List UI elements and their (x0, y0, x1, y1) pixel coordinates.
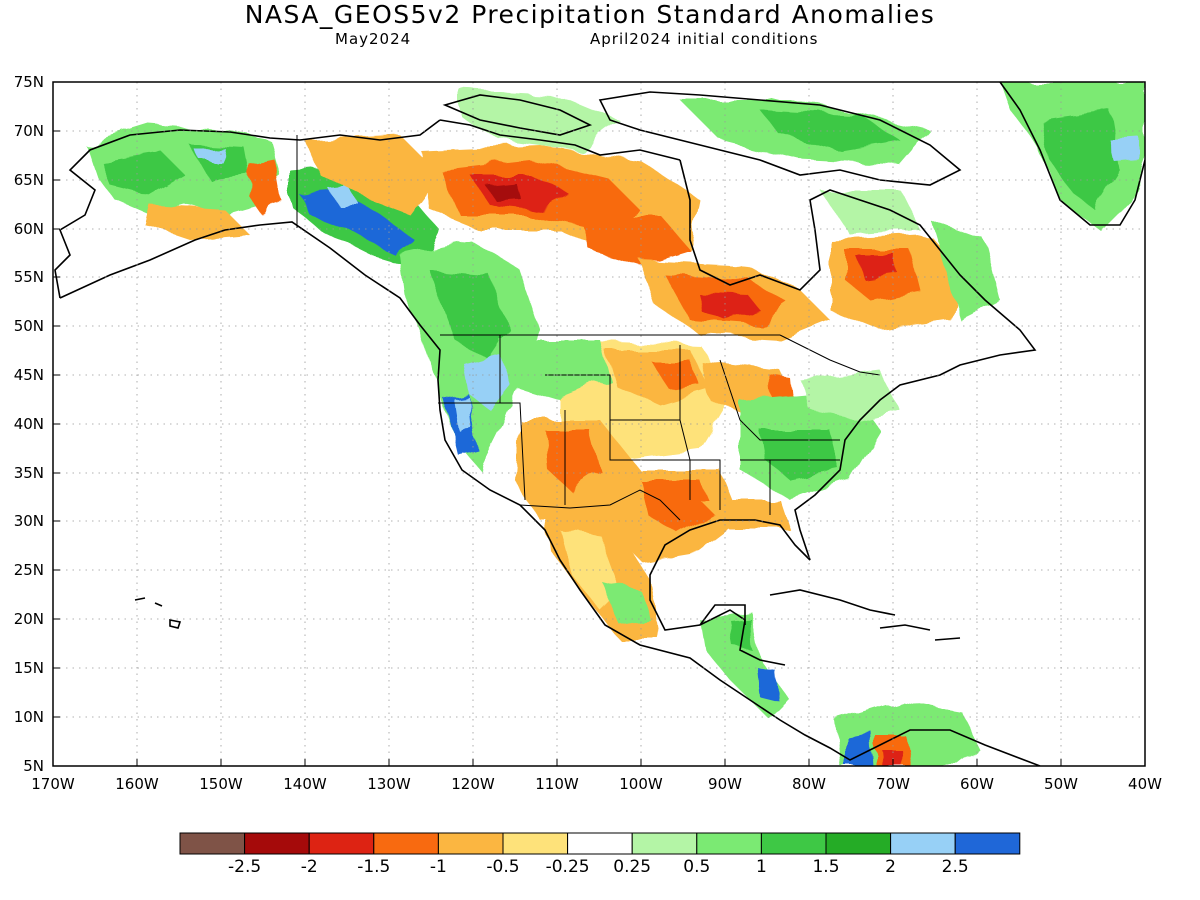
colorbar-label: 0.5 (683, 857, 710, 877)
latitude-labels: 75N 70N 65N 60N 55N 50N 45N 40N 35N 30N … (14, 73, 44, 775)
colorbar-swatch (954, 832, 1021, 855)
lon-label: 40W (1128, 775, 1162, 793)
graticule (53, 82, 1145, 766)
colorbar-label: 2.5 (942, 857, 969, 877)
colorbar-label: -0.25 (546, 857, 590, 877)
lat-label: 5N (23, 757, 44, 775)
colorbar-label: -1 (430, 857, 447, 877)
lat-label: 50N (14, 317, 44, 335)
colorbar-label: 1.5 (812, 857, 839, 877)
lat-label: 25N (14, 561, 44, 579)
colorbar-label: 0.25 (613, 857, 651, 877)
colorbar-swatch (631, 832, 698, 855)
colorbar: -2.5 -2 -1.5 -1 -0.5 -0.25 0.25 0.5 1 1.5 2 2.5 (179, 832, 1021, 877)
colorbar-swatch (890, 832, 956, 855)
lat-label: 35N (14, 464, 44, 482)
lat-label: 70N (14, 122, 44, 140)
colorbar-swatch (696, 832, 762, 855)
colorbar-swatch (437, 832, 504, 855)
colorbar-label: 1 (756, 857, 767, 877)
lat-label: 15N (14, 659, 44, 677)
lat-label: 65N (14, 171, 44, 189)
colorbar-label: -1.5 (357, 857, 390, 877)
forecast-month: May2024 (335, 30, 412, 48)
colorbar-label: -2 (301, 857, 318, 877)
coastlines (54, 82, 1145, 766)
colorbar-swatch (373, 832, 439, 855)
colorbar-label: -0.5 (486, 857, 519, 877)
lon-label: 160W (115, 775, 159, 793)
map-title: NASA_GEOS5v2 Precipitation Standard Anom… (244, 0, 936, 29)
lat-label: 55N (14, 268, 44, 286)
anomaly-fields (85, 82, 1145, 766)
lat-label: 40N (14, 415, 44, 433)
colorbar-swatch (825, 832, 892, 855)
colorbar-swatch (179, 832, 246, 855)
lat-label: 20N (14, 610, 44, 628)
lat-label: 10N (14, 708, 44, 726)
lon-label: 130W (367, 775, 411, 793)
lon-label: 100W (619, 775, 663, 793)
lon-label: 170W (31, 775, 75, 793)
lon-label: 60W (960, 775, 994, 793)
colorbar-swatch (567, 832, 633, 855)
lat-label: 60N (14, 220, 44, 238)
lon-label: 90W (708, 775, 742, 793)
lat-label: 30N (14, 512, 44, 530)
lat-label: 45N (14, 366, 44, 384)
lon-label: 150W (199, 775, 243, 793)
initial-conditions: April2024 initial conditions (590, 30, 819, 48)
lon-label: 120W (451, 775, 495, 793)
lat-label: 75N (14, 73, 44, 91)
lon-label: 70W (876, 775, 910, 793)
lon-label: 110W (535, 775, 579, 793)
colorbar-swatch (760, 832, 827, 855)
colorbar-label: 2 (885, 857, 896, 877)
colorbar-label: -2.5 (228, 857, 261, 877)
colorbar-swatch (502, 832, 569, 855)
colorbar-swatch (308, 832, 375, 855)
longitude-labels: 170W 160W 150W 140W 130W 120W 110W 100W … (31, 775, 1162, 793)
ticks (53, 81, 1062, 766)
lon-label: 50W (1044, 775, 1078, 793)
lon-label: 80W (792, 775, 826, 793)
colorbar-swatch (244, 832, 310, 855)
map-area (53, 82, 1145, 766)
lon-label: 140W (283, 775, 327, 793)
